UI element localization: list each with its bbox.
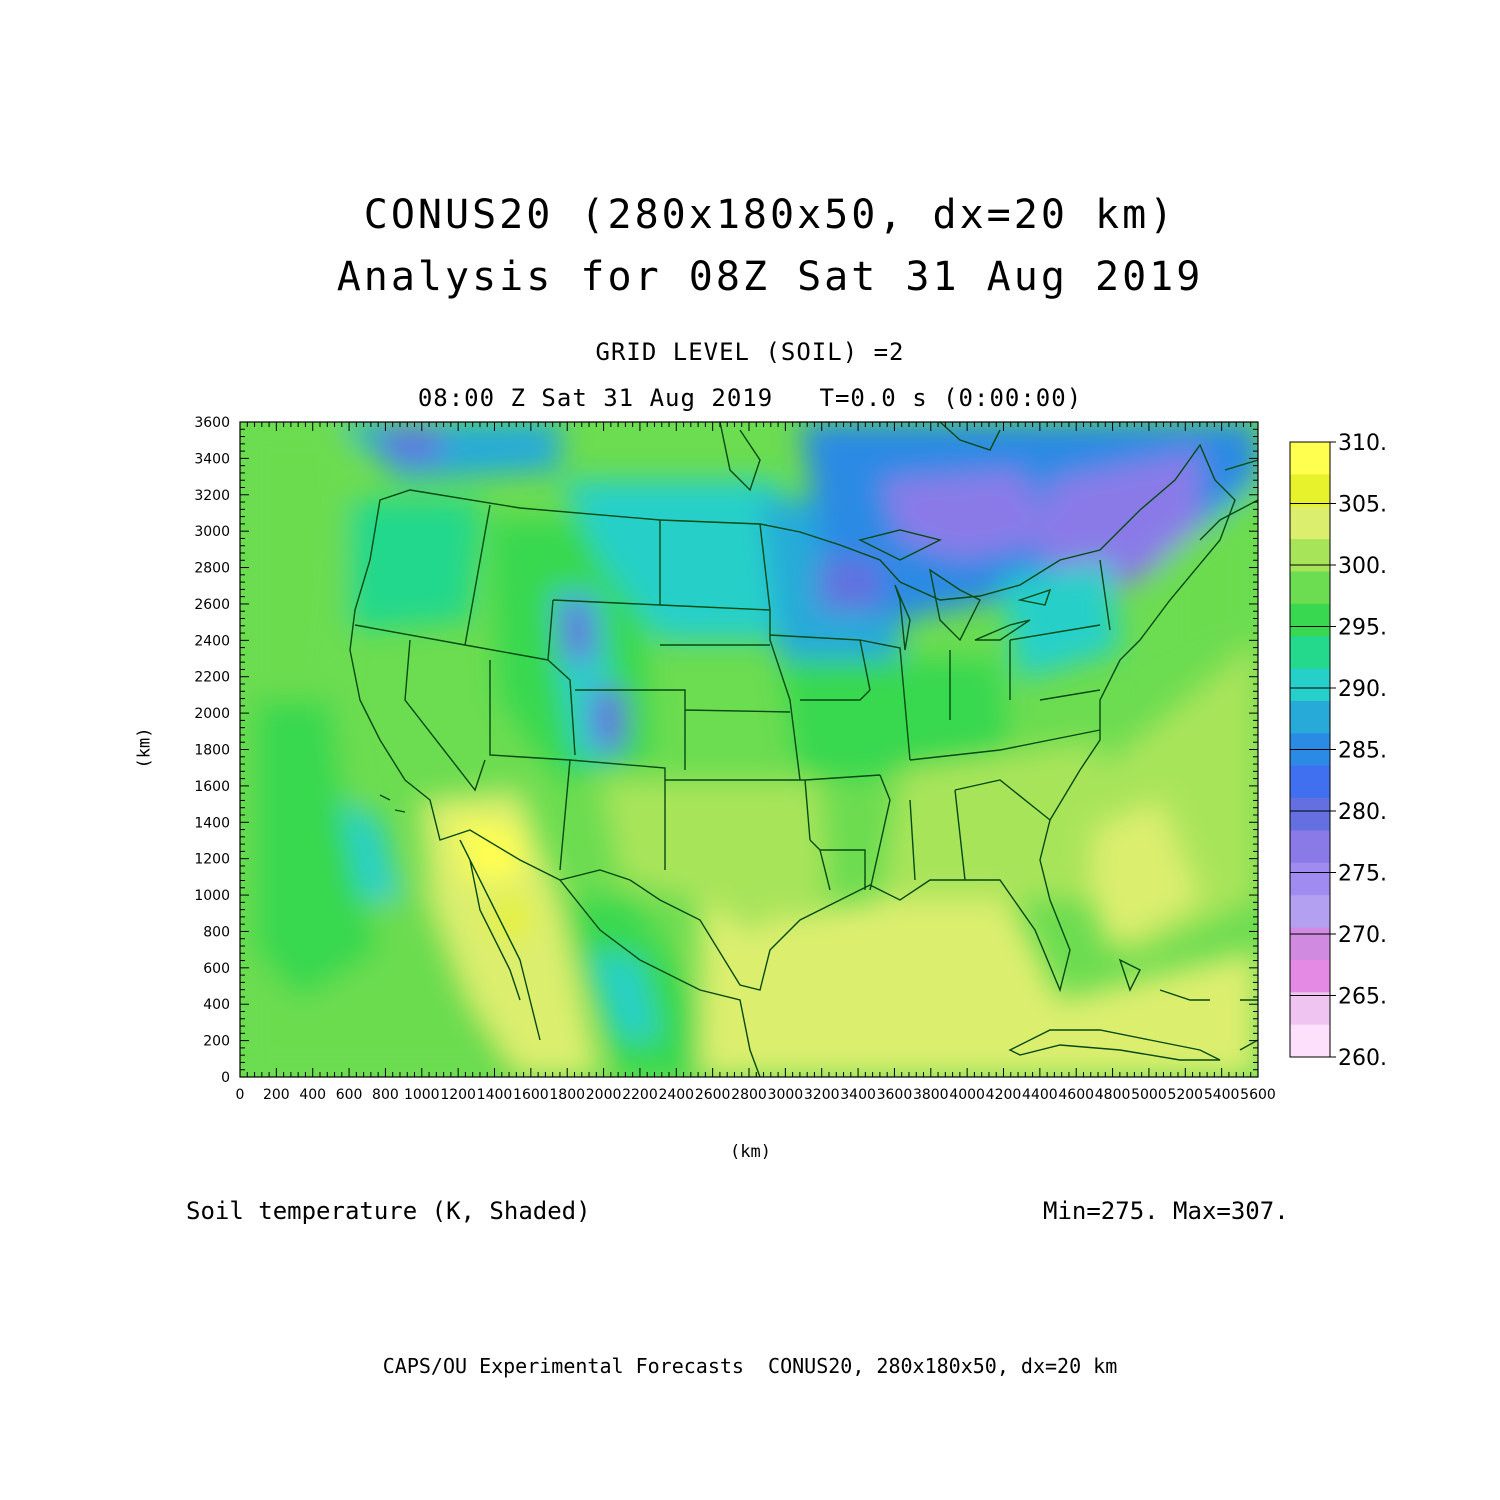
x-tick-label: 200 (263, 1087, 290, 1103)
colorbar-label: 305. (1338, 493, 1387, 518)
x-tick-label: 1600 (513, 1087, 549, 1103)
colorbar: 310. 305. 300. 295. 290. 285. 280. 275. 270. 265.… (1289, 431, 1387, 1071)
x-tick-label: 2200 (622, 1087, 658, 1103)
colorbar-swatch (1290, 506, 1330, 540)
colorbar-swatch (1290, 571, 1330, 605)
colorbar-swatch (1290, 862, 1330, 896)
x-tick-label: 0 (236, 1087, 245, 1103)
y-tick-label: 2400 (194, 633, 230, 649)
y-tick-label: 1800 (194, 743, 230, 759)
grid-level-label: GRID LEVEL (SOIL) =2 (595, 338, 905, 366)
y-axis-label: (km) (134, 727, 155, 769)
y-tick-label: 3200 (194, 488, 230, 504)
y-tick-label: 3400 (194, 451, 230, 467)
colorbar-swatch (1290, 959, 1330, 993)
colorbar-swatch (1290, 798, 1330, 831)
x-tick-label: 4400 (1022, 1087, 1058, 1103)
y-axis-ticks: 0 200 400 600 800 1000 1200 1400 1600 1800 2000 220… (194, 415, 1258, 1086)
colorbar-swatch (1290, 700, 1330, 734)
x-tick-label: 1000 (404, 1087, 440, 1103)
colorbar-label: 290. (1338, 677, 1387, 702)
field-description: Soil temperature (K, Shaded) (186, 1197, 591, 1225)
colorbar-label: 280. (1338, 800, 1387, 825)
y-tick-label: 1600 (194, 779, 230, 795)
map-title: CONUS20 (280x180x50, dx=20 km) (363, 192, 1177, 238)
colorbar-label: 300. (1338, 554, 1387, 579)
x-tick-label: 4200 (986, 1087, 1022, 1103)
min-max-label: Min=275. Max=307. (1043, 1197, 1289, 1225)
map-subtitle: Analysis for 08Z Sat 31 Aug 2019 (336, 254, 1204, 300)
x-axis-ticks: 0 200 400 600 800 1000 1200 1400 1600 1800 2000 220… (236, 422, 1276, 1103)
x-tick-label: 600 (336, 1087, 363, 1103)
x-tick-label: 5600 (1240, 1087, 1276, 1103)
y-tick-label: 0 (221, 1070, 230, 1086)
y-tick-label: 2600 (194, 597, 230, 613)
y-tick-label: 600 (203, 961, 230, 977)
colorbar-swatch (1290, 1024, 1330, 1058)
temperature-field (240, 422, 1258, 1077)
colorbar-label: 270. (1338, 923, 1387, 948)
x-tick-label: 3400 (840, 1087, 876, 1103)
x-tick-label: 2000 (586, 1087, 622, 1103)
y-tick-label: 800 (203, 924, 230, 940)
x-tick-label: 5200 (1167, 1087, 1203, 1103)
colorbar-label: 260. (1338, 1046, 1387, 1071)
colorbar-swatch (1290, 668, 1330, 702)
y-tick-label: 200 (203, 1034, 230, 1050)
colorbar-label: 265. (1338, 985, 1387, 1010)
x-tick-label: 4600 (1058, 1087, 1094, 1103)
x-tick-label: 1200 (440, 1087, 476, 1103)
colorbar-label: 285. (1338, 739, 1387, 764)
colorbar-swatch (1290, 765, 1330, 799)
y-tick-label: 2800 (194, 561, 230, 577)
y-tick-label: 1400 (194, 815, 230, 831)
x-axis-label: (km) (730, 1142, 771, 1162)
colorbar-swatch (1290, 603, 1330, 637)
colorbar-label: 295. (1338, 616, 1387, 641)
y-tick-label: 3600 (194, 415, 230, 431)
x-tick-label: 2400 (658, 1087, 694, 1103)
y-tick-label: 2000 (194, 706, 230, 722)
x-tick-label: 1800 (549, 1087, 585, 1103)
x-tick-label: 2800 (731, 1087, 767, 1103)
colorbar-swatch (1290, 636, 1330, 670)
colorbar-label: 310. (1338, 431, 1387, 456)
x-tick-label: 3800 (913, 1087, 949, 1103)
colorbar-swatch (1290, 830, 1330, 864)
x-tick-label: 1400 (477, 1087, 513, 1103)
valid-time-label: 08:00 Z Sat 31 Aug 2019 T=0.0 s (0:00:00… (417, 384, 1083, 412)
y-tick-label: 1000 (194, 888, 230, 904)
y-tick-label: 1200 (194, 852, 230, 868)
colorbar-swatch (1290, 474, 1330, 508)
x-tick-label: 800 (372, 1087, 399, 1103)
x-tick-label: 400 (299, 1087, 326, 1103)
x-tick-label: 5400 (1204, 1087, 1240, 1103)
y-tick-label: 3000 (194, 524, 230, 540)
y-tick-label: 400 (203, 997, 230, 1013)
x-tick-label: 4000 (949, 1087, 985, 1103)
colorbar-swatch (1290, 442, 1330, 475)
x-tick-label: 4800 (1095, 1087, 1131, 1103)
state-boundaries (349, 422, 1258, 1077)
colorbar-swatch (1290, 539, 1330, 572)
x-tick-label: 2600 (695, 1087, 731, 1103)
colorbar-label: 275. (1338, 862, 1387, 887)
colorbar-swatch (1290, 992, 1330, 1026)
colorbar-swatch (1290, 895, 1330, 929)
x-tick-label: 5000 (1131, 1087, 1167, 1103)
x-tick-label: 3200 (804, 1087, 840, 1103)
x-tick-label: 3600 (877, 1087, 913, 1103)
footer-credit: CAPS/OU Experimental Forecasts CONUS20, … (382, 1354, 1118, 1378)
y-tick-label: 2200 (194, 670, 230, 686)
colorbar-swatch (1290, 927, 1330, 961)
x-tick-label: 3000 (768, 1087, 804, 1103)
